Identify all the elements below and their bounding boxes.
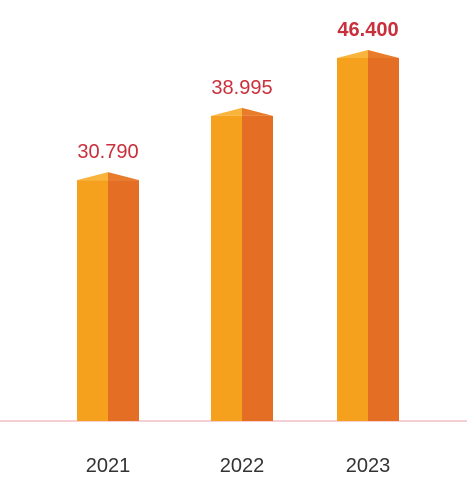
bar-2023 xyxy=(337,50,399,421)
bar-series xyxy=(77,50,399,421)
value-label-2021: 30.790 xyxy=(77,141,138,163)
bar-cap-right xyxy=(242,107,273,116)
bar-front-face xyxy=(77,180,108,421)
bar-side-face xyxy=(242,115,273,421)
value-labels: 30.790 38.995 46.400 xyxy=(77,19,398,163)
value-label-2022: 38.995 xyxy=(211,77,272,99)
bar-cap-left xyxy=(337,50,368,58)
bar-side-face xyxy=(108,180,139,421)
bar-front-face xyxy=(211,115,242,421)
x-axis-ticks: 2021 2022 2023 xyxy=(86,455,391,477)
bar-cap-left xyxy=(211,107,242,116)
x-tick-label-2023: 2023 xyxy=(346,455,391,477)
bar-cap-right xyxy=(108,172,139,181)
bar-front-face xyxy=(337,58,368,421)
x-tick-label-2022: 2022 xyxy=(220,455,265,477)
x-tick-label-2021: 2021 xyxy=(86,455,131,477)
value-label-2023: 46.400 xyxy=(337,19,398,41)
bar-cap-right xyxy=(368,50,399,58)
bar-side-face xyxy=(368,58,399,421)
bar-2022 xyxy=(211,107,273,421)
bar-cap-left xyxy=(77,172,108,181)
bar-2021 xyxy=(77,172,139,421)
